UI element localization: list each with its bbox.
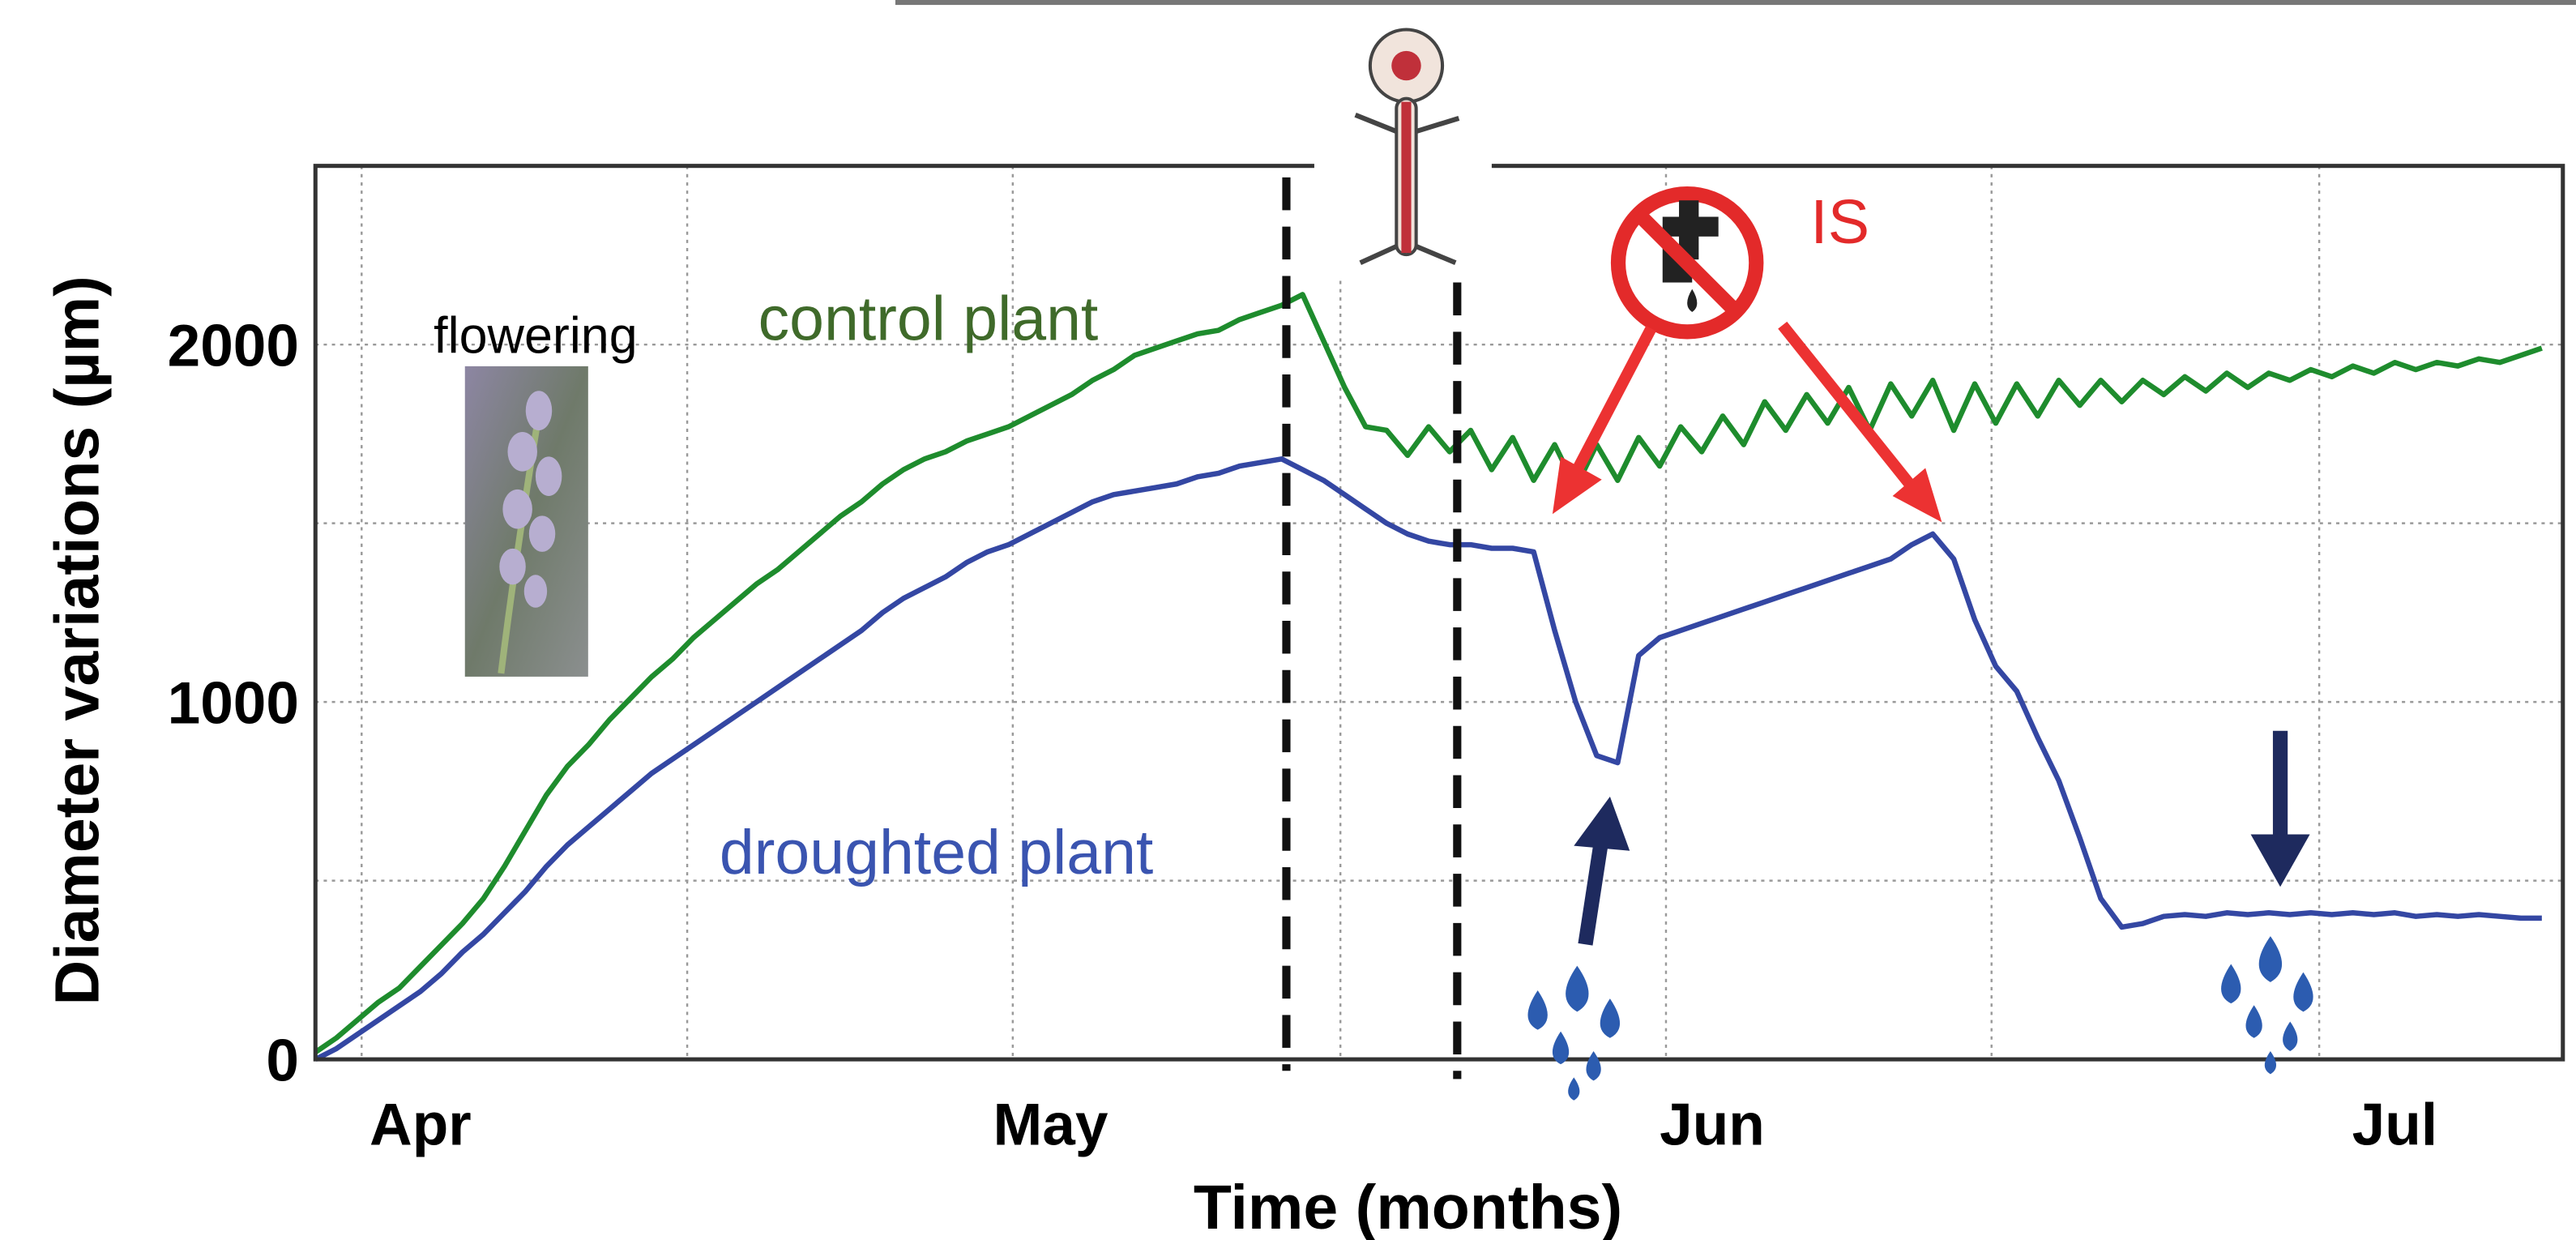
x-tick-label: May: [993, 1092, 1108, 1157]
annotation: control plant: [758, 284, 1099, 353]
annotation: droughted plant: [720, 818, 1153, 887]
series-line: [314, 292, 2543, 1054]
x-tick-label: Apr: [370, 1092, 472, 1157]
water-arrows: [1574, 730, 2310, 946]
x-tick-label: Jun: [1660, 1092, 1765, 1157]
y-tick-label: 1000: [168, 670, 299, 736]
lines: [314, 292, 2543, 1062]
series-line: [314, 456, 2542, 1062]
thermometer-icon: [1314, 16, 1492, 280]
water-drops: [1527, 936, 2313, 1101]
x-tick-label: Jul: [2352, 1092, 2437, 1157]
is-arrows: [1552, 321, 1942, 523]
annotation: IS: [1810, 187, 1869, 257]
y-axis-title: Diameter variations (µm): [43, 276, 113, 1005]
y-tick-label: 0: [266, 1028, 299, 1093]
flower-photo: [464, 366, 588, 677]
plot-frame: [313, 164, 2565, 1062]
y-tick-label: 2000: [168, 314, 299, 379]
x-axis-title: Time (months): [1194, 1173, 1622, 1240]
no-water-icon: [1610, 186, 1764, 340]
grid: [315, 165, 2563, 1061]
photo-edge: [895, 0, 2576, 6]
annotation: flowering: [434, 308, 637, 365]
